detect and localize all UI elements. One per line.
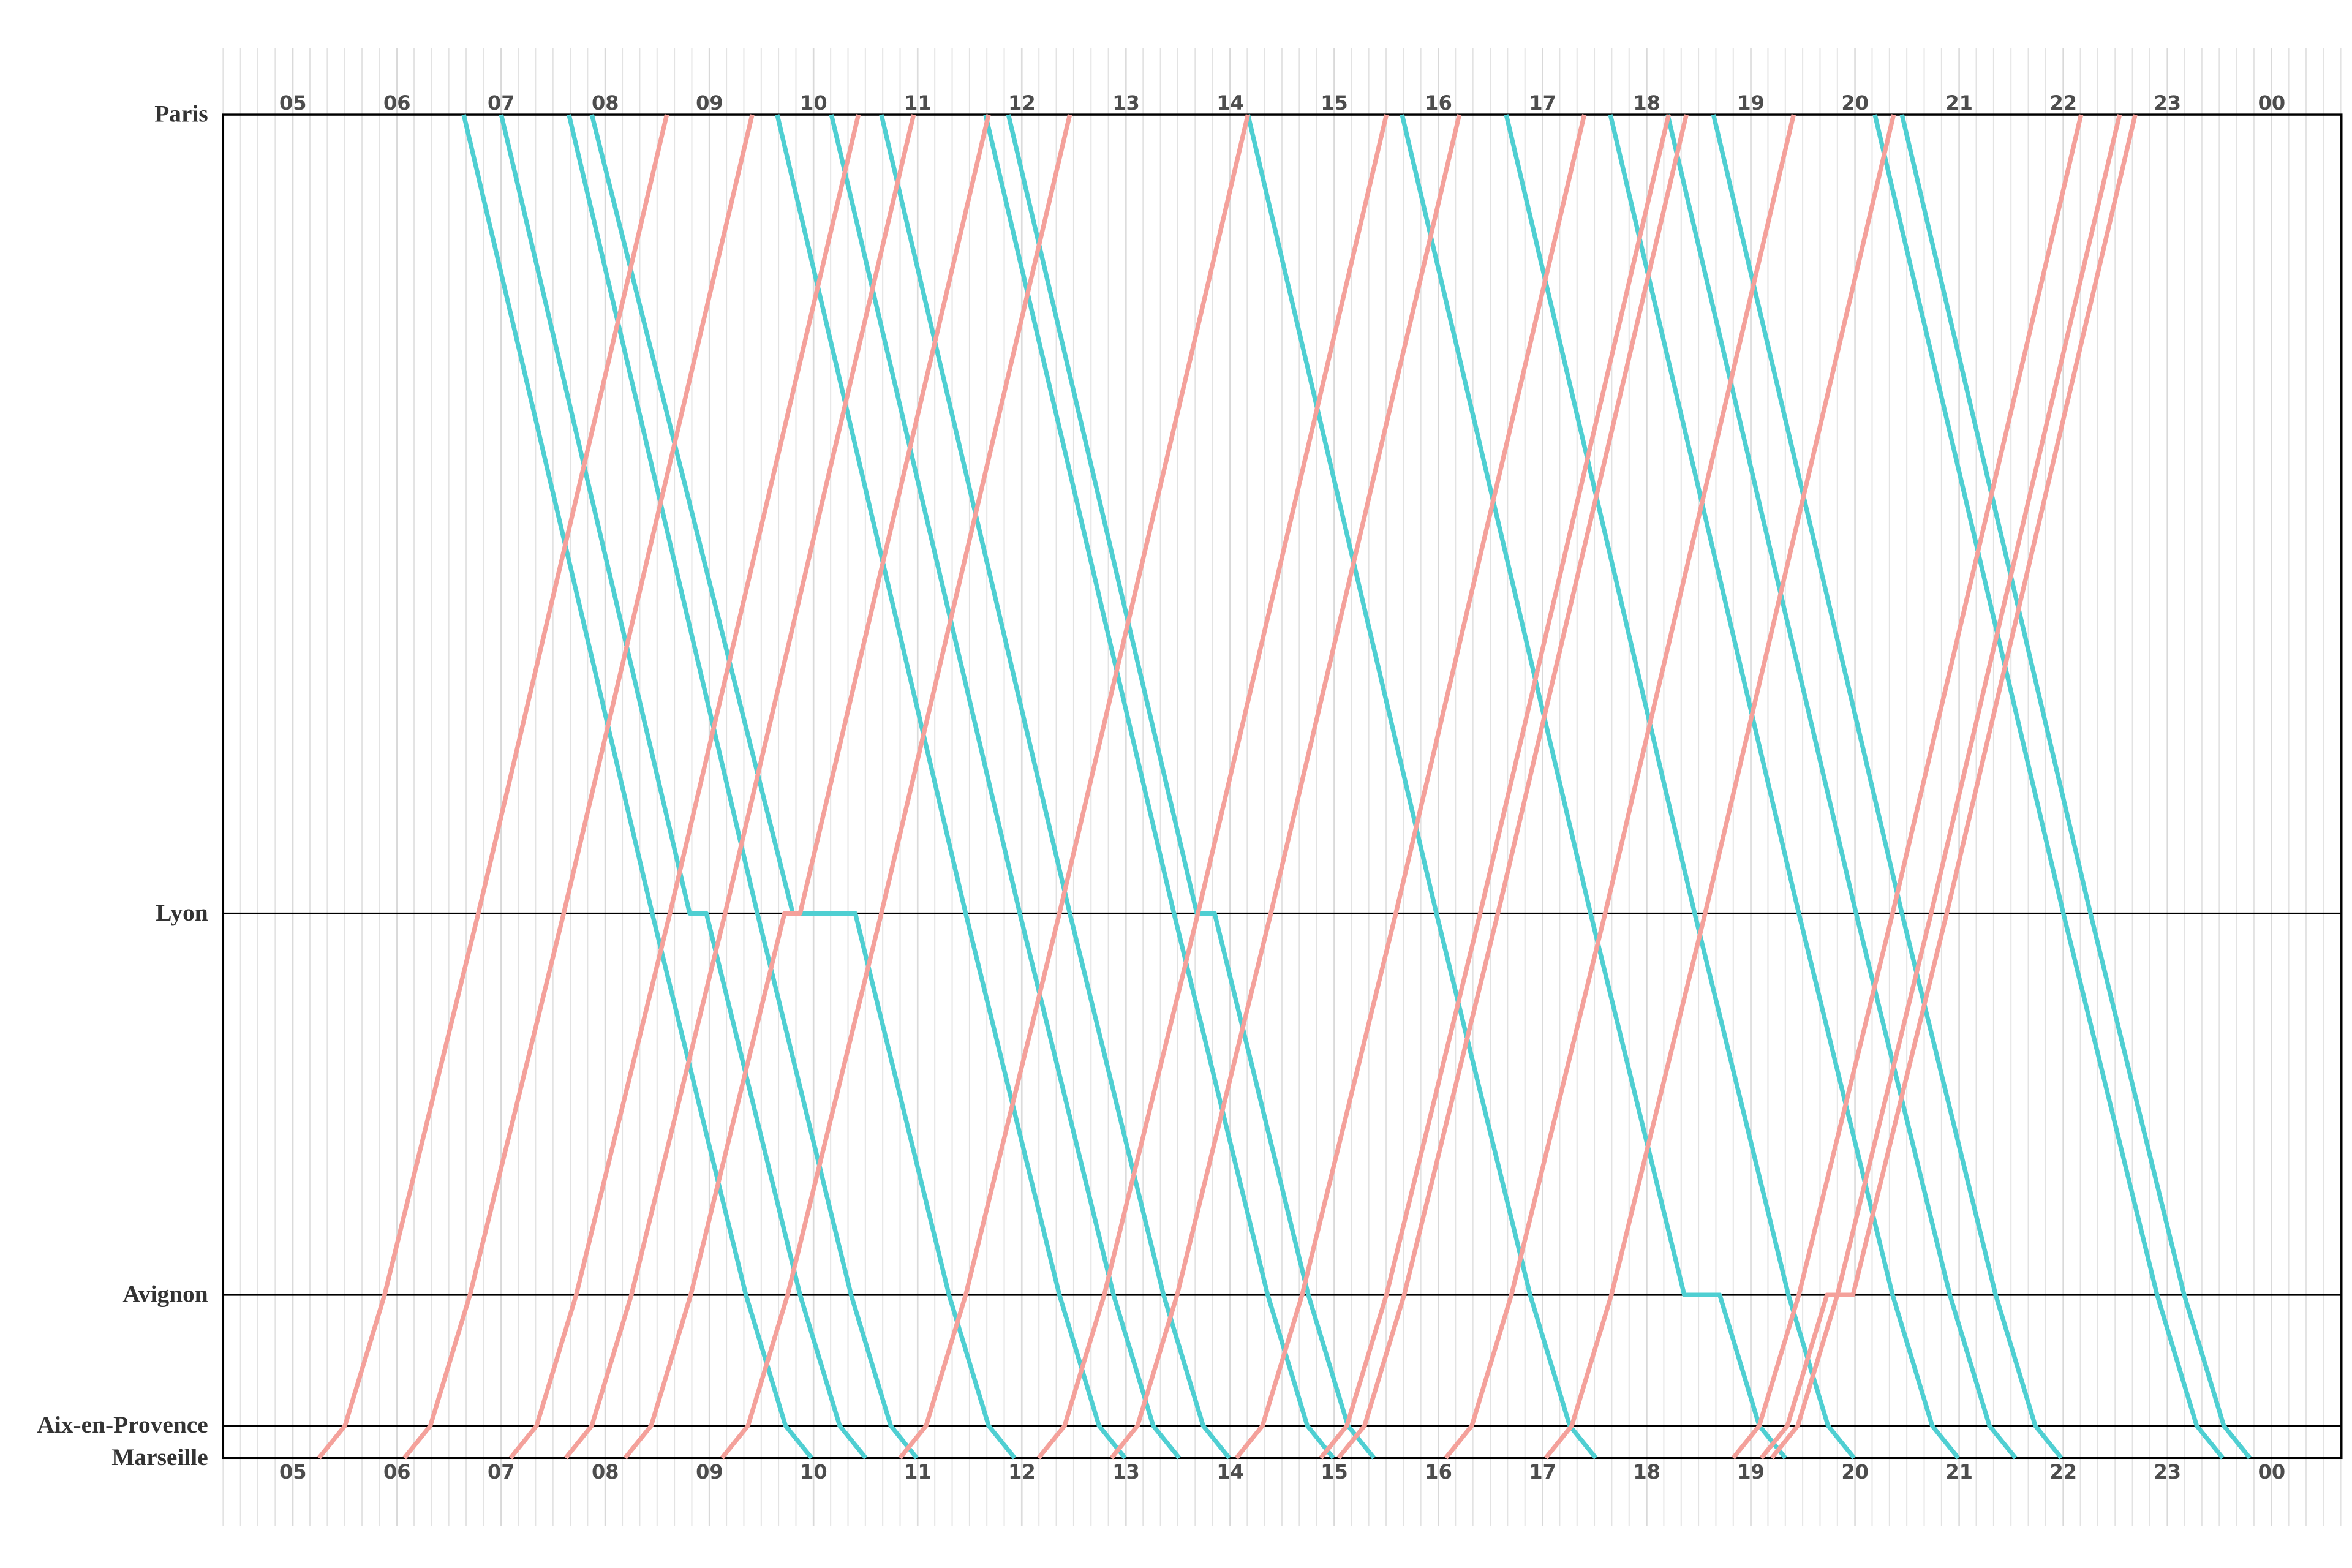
train-line: [567, 114, 919, 1460]
x-tick-label-top: 17: [1529, 91, 1556, 115]
x-tick-label-top: 19: [1737, 91, 1765, 115]
train-line: [1544, 114, 1896, 1460]
x-tick-label-top: 11: [904, 91, 932, 115]
x-tick-label-bottom: 20: [1841, 1460, 1869, 1483]
x-tick-label-bottom: 21: [1945, 1460, 1973, 1483]
train-line: [898, 114, 1251, 1460]
x-tick-label-top: 09: [696, 91, 723, 115]
x-tick-label-top: 14: [1216, 91, 1244, 115]
x-tick-label-bottom: 08: [592, 1460, 619, 1483]
station-label: Marseille: [111, 1444, 208, 1471]
train-line: [1872, 114, 2225, 1460]
x-tick-label-bottom: 22: [2050, 1460, 2078, 1483]
train-line: [1319, 114, 1671, 1460]
x-tick-label-bottom: 17: [1529, 1460, 1556, 1483]
x-tick-label-bottom: 00: [2258, 1460, 2286, 1483]
train-line: [564, 114, 916, 1460]
train-line: [1006, 114, 1376, 1460]
train-line: [1899, 114, 2252, 1460]
x-tick-label-top: 20: [1841, 91, 1869, 115]
x-tick-label-bottom: 16: [1425, 1460, 1452, 1483]
train-line: [1504, 114, 1856, 1460]
x-tick-label-bottom: 09: [696, 1460, 723, 1483]
x-tick-label-top: 18: [1633, 91, 1660, 115]
train-line: [1336, 114, 1689, 1460]
x-tick-label-bottom: 14: [1216, 1460, 1244, 1483]
station-label: Paris: [154, 100, 208, 127]
x-tick-label-top: 22: [2050, 91, 2078, 115]
x-tick-label-top: 00: [2258, 91, 2286, 115]
station-label: Avignon: [123, 1281, 208, 1308]
x-tick-label-bottom: 11: [904, 1460, 932, 1483]
x-tick-label-top: 16: [1425, 91, 1452, 115]
plot-frame: [222, 113, 2343, 1460]
train-line: [1109, 114, 1462, 1460]
station-label: Lyon: [156, 899, 208, 926]
train-line: [499, 114, 868, 1460]
x-tick-label-bottom: 10: [800, 1460, 827, 1483]
train-line: [1234, 114, 1587, 1460]
x-tick-label-top: 23: [2154, 91, 2182, 115]
x-tick-label-bottom: 19: [1737, 1460, 1765, 1483]
x-tick-label-top: 15: [1321, 91, 1348, 115]
train-line: [317, 114, 669, 1460]
train-line: [1770, 114, 2122, 1460]
train-line: [1036, 114, 1389, 1460]
train-line: [775, 114, 1127, 1460]
train-line: [829, 114, 1182, 1460]
train-line: [879, 114, 1231, 1460]
train-line: [461, 114, 813, 1460]
train-line: [1400, 114, 1787, 1460]
x-tick-label-bottom: 07: [488, 1460, 515, 1483]
x-tick-label-bottom: 06: [383, 1460, 411, 1483]
station-label: Aix-en-Provence: [37, 1411, 208, 1438]
x-tick-label-top: 12: [1008, 91, 1036, 115]
x-tick-label-bottom: 15: [1321, 1460, 1348, 1483]
train-line: [1711, 114, 2064, 1460]
x-tick-label-bottom: 05: [279, 1460, 307, 1483]
x-tick-label-top: 05: [279, 91, 307, 115]
x-tick-label-bottom: 23: [2154, 1460, 2182, 1483]
train-line: [623, 114, 991, 1460]
train-line: [1608, 114, 1960, 1460]
train-line: [1731, 114, 2084, 1460]
train-line: [508, 114, 861, 1460]
train-line: [1245, 114, 1598, 1460]
x-tick-label-top: 07: [488, 91, 515, 115]
x-tick-label-top: 13: [1112, 91, 1140, 115]
train-line: [589, 114, 1017, 1460]
x-tick-label-top: 08: [592, 91, 619, 115]
train-line: [720, 114, 1072, 1460]
x-tick-label-top: 06: [383, 91, 411, 115]
train-line: [1665, 114, 2018, 1460]
x-tick-label-bottom: 18: [1633, 1460, 1660, 1483]
train-line: [402, 114, 755, 1460]
train-line: [983, 114, 1335, 1460]
x-tick-label-top: 10: [800, 91, 827, 115]
train-line: [1759, 114, 2138, 1460]
x-tick-label-bottom: 12: [1008, 1460, 1036, 1483]
train-line: [1444, 114, 1796, 1460]
x-tick-label-bottom: 13: [1112, 1460, 1140, 1483]
x-tick-label-top: 21: [1945, 91, 1973, 115]
